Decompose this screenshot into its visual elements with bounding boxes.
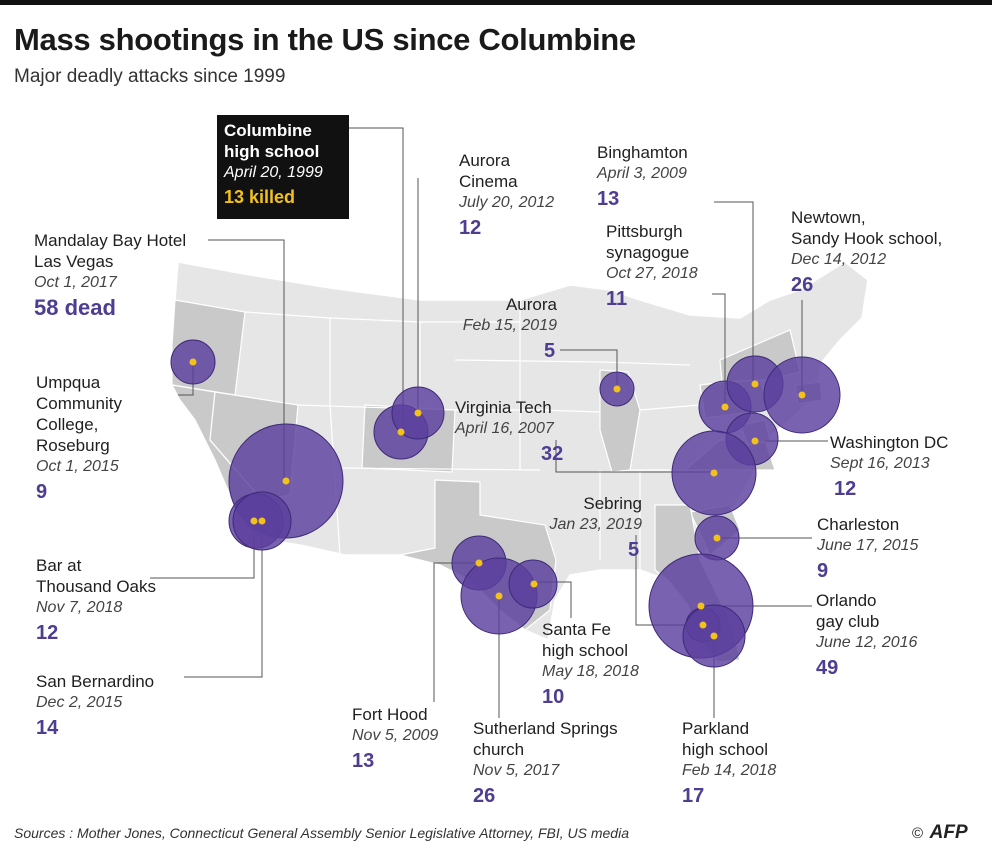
event-name: San Bernardino: [36, 672, 155, 691]
event-count: 9: [36, 481, 48, 503]
label-washington: Washington DC Sept 16, 2013 12: [830, 432, 948, 504]
label-santafe: Santa Fe high school May 18, 2018 10: [542, 619, 639, 712]
event-name: Orlando: [816, 591, 877, 610]
event-name: Bar at: [36, 556, 82, 575]
event-date: Oct 1, 2017: [34, 274, 117, 291]
event-count: 10: [542, 686, 565, 708]
sources-note: Sources : Mother Jones, Connecticut Gene…: [14, 825, 629, 841]
event-count: 12: [834, 478, 857, 500]
event-name: Las Vegas: [34, 252, 114, 271]
event-count: 5: [628, 539, 640, 561]
event-name: Pittsburgh: [606, 222, 683, 241]
event-date: June 12, 2016: [816, 634, 918, 651]
label-pittsburgh: Pittsburgh synagogue Oct 27, 2018 11: [606, 221, 698, 314]
event-name: Fort Hood: [352, 705, 428, 724]
event-name: Umpqua: [36, 373, 101, 392]
label-orlando: Orlando gay club June 12, 2016 49: [816, 590, 917, 683]
label-sanbernardino: San Bernardino Dec 2, 2015 14: [36, 671, 154, 743]
event-name: Aurora: [505, 295, 557, 314]
label-sutherland: Sutherland Springs church Nov 5, 2017 26: [473, 718, 618, 811]
event-name: Virginia Tech: [455, 398, 552, 417]
event-count: 12: [36, 622, 59, 644]
event-date: Nov 7, 2018: [36, 599, 123, 616]
event-name: Santa Fe: [542, 620, 611, 639]
event-count: 12: [459, 217, 482, 239]
event-date: Nov 5, 2017: [473, 762, 560, 779]
page-title: Mass shootings in the US since Columbine: [14, 22, 636, 57]
event-count: 32: [541, 443, 564, 465]
event-name: Sandy Hook school,: [791, 229, 943, 248]
event-date: Dec 2, 2015: [36, 694, 123, 711]
event-name: Washington DC: [830, 433, 949, 452]
event-name: Mandalay Bay Hotel: [34, 231, 187, 250]
label-virginiatech: Virginia Tech April 16, 2007 32: [455, 397, 563, 469]
event-name: Thousand Oaks: [36, 577, 157, 596]
event-date: April 16, 2007: [455, 420, 554, 437]
event-name: Cinema: [459, 172, 518, 191]
event-name: Charleston: [817, 515, 900, 534]
event-name: synagogue: [606, 243, 690, 262]
event-count: 58 dead: [34, 295, 116, 320]
event-date: Feb 14, 2018: [682, 762, 777, 779]
event-date: July 20, 2012: [459, 194, 555, 211]
event-count: 26: [791, 274, 814, 296]
event-date: Oct 27, 2018: [606, 265, 698, 282]
event-count: 26: [473, 785, 496, 807]
label-binghamton: Binghamton April 3, 2009 13: [597, 142, 688, 214]
event-date: Feb 15, 2019: [462, 317, 557, 334]
event-name: Aurora: [459, 151, 511, 170]
event-count: 5: [544, 340, 556, 362]
label-forthood: Fort Hood Nov 5, 2009 13: [352, 704, 438, 776]
event-name: gay club: [816, 612, 880, 631]
event-count: 13: [352, 750, 375, 772]
event-name: high school: [682, 740, 769, 759]
event-name: Sebring: [583, 494, 642, 513]
event-date: April 3, 2009: [597, 165, 687, 182]
event-name: Parkland: [682, 719, 750, 738]
event-name: Roseburg: [36, 436, 110, 455]
event-date: May 18, 2018: [542, 663, 639, 680]
label-newtown: Newtown, Sandy Hook school, Dec 14, 2012…: [791, 207, 942, 300]
columbine-killed: 13 killed: [224, 187, 296, 207]
event-name: church: [473, 740, 525, 759]
marker-dots: [189, 358, 806, 640]
event-name: Sutherland Springs: [473, 719, 618, 738]
label-umpqua: Umpqua Community College, Roseburg Oct 1…: [36, 372, 122, 507]
afp-logo: AFP: [929, 822, 968, 843]
event-count: 14: [36, 717, 59, 739]
event-count: 11: [606, 288, 628, 310]
state-borders: [244, 300, 701, 570]
label-auroracinema: Aurora Cinema July 20, 2012 12: [459, 150, 554, 243]
afp-credit: © AFP: [912, 822, 968, 844]
label-charleston: Charleston June 17, 2015 9: [817, 514, 918, 586]
event-count: 13: [597, 188, 620, 210]
columbine-name-2: high school: [224, 142, 320, 161]
copyright-symbol: ©: [912, 825, 924, 842]
event-date: Oct 1, 2015: [36, 458, 119, 475]
event-date: Nov 5, 2009: [352, 727, 439, 744]
event-name: Community: [36, 394, 122, 413]
event-name: Binghamton: [597, 143, 688, 162]
event-count: 17: [682, 785, 705, 807]
event-name: Newtown,: [791, 208, 866, 227]
event-name: high school: [542, 641, 629, 660]
event-count: 9: [817, 560, 829, 582]
columbine-callout: Columbine high school April 20, 1999 13 …: [217, 115, 349, 219]
event-date: Sept 16, 2013: [830, 455, 930, 472]
label-parkland: Parkland high school Feb 14, 2018 17: [682, 718, 776, 811]
page-subtitle: Major deadly attacks since 1999: [14, 66, 286, 87]
event-count: 49: [816, 657, 839, 679]
label-aurora2019: Aurora Feb 15, 2019 5: [454, 294, 557, 366]
label-thousandoaks: Bar at Thousand Oaks Nov 7, 2018 12: [36, 555, 156, 648]
event-date: Jan 23, 2019: [549, 516, 642, 533]
label-mandalay: Mandalay Bay Hotel Las Vegas Oct 1, 2017…: [34, 230, 186, 323]
top-rule: [0, 0, 992, 5]
event-name: College,: [36, 415, 99, 434]
event-date: Dec 14, 2012: [791, 251, 887, 268]
columbine-name-1: Columbine: [224, 121, 312, 140]
event-date: June 17, 2015: [817, 537, 919, 554]
label-sebring: Sebring Jan 23, 2019 5: [538, 493, 642, 565]
columbine-date: April 20, 1999: [224, 164, 323, 181]
